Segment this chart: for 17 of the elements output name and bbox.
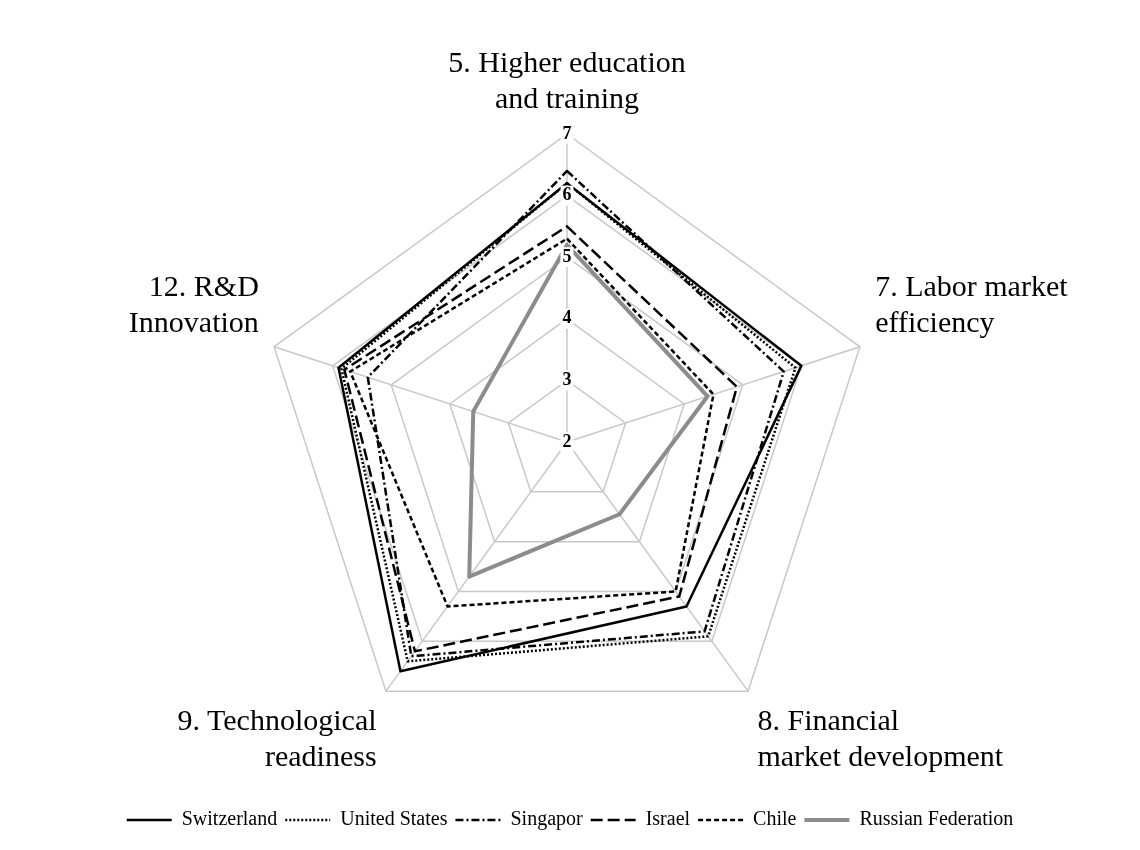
spoke-label: 12. R&D Innovation [128, 268, 259, 338]
legend-label: Switzerland [181, 807, 278, 830]
legend-label: Chile [753, 807, 797, 830]
y-tick-label: 7 [562, 122, 572, 143]
y-tick-label: 3 [562, 369, 572, 390]
y-tick-label: 6 [562, 184, 572, 205]
y-tick-label: 2 [562, 430, 572, 451]
spoke-label: 8. Financial market development [757, 703, 1004, 772]
y-tick-label: 4 [562, 307, 572, 328]
legend-label: Russian Federation [859, 807, 1014, 830]
spoke-label: 9. Technological readiness [177, 703, 377, 772]
legend-label: Singapor [510, 807, 584, 831]
spoke-label: 5. Higher education and training [448, 44, 686, 114]
y-tick-label: 5 [562, 245, 572, 266]
legend-label: Israel [645, 807, 691, 830]
spoke-label: 7. Labor market efficiency [875, 268, 1069, 338]
legend-label: United States [340, 807, 448, 830]
